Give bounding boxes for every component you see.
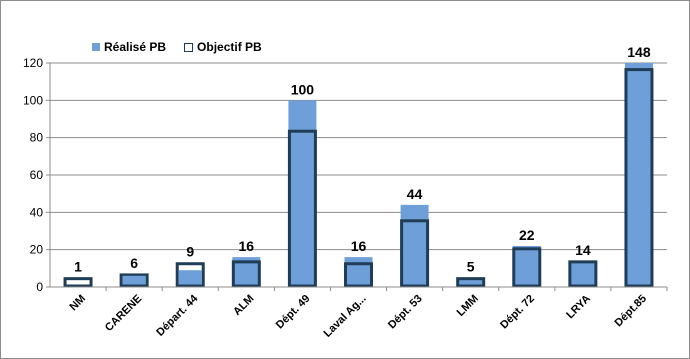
bar-realise-inner [178, 270, 202, 285]
legend-label-objectif: Objectif PB [197, 40, 262, 54]
data-label: 1 [74, 259, 82, 275]
bar-realise [624, 63, 653, 287]
y-tick-label: 100 [23, 93, 43, 107]
data-label: 5 [467, 259, 475, 275]
x-tick-label: ALM [231, 293, 256, 318]
data-label: 16 [351, 238, 367, 254]
data-label: 148 [627, 44, 651, 60]
legend-swatch-realise [92, 43, 100, 51]
bar-objectif [568, 260, 598, 288]
x-tick-label: Dépt. 72 [498, 293, 537, 332]
y-tick-label: 60 [30, 168, 44, 182]
y-tick-label: 40 [30, 205, 44, 219]
bar-objectif [400, 219, 430, 288]
x-tick-label: Laval Ag... [322, 293, 369, 340]
data-label: 100 [291, 81, 315, 97]
data-label: 16 [239, 238, 255, 254]
bar-realise-inner [122, 275, 146, 285]
y-tick-label: 20 [30, 243, 44, 257]
data-label: 14 [575, 242, 591, 258]
legend-swatch-objectif [184, 42, 194, 52]
x-tick-label: Dépt.85 [612, 293, 649, 330]
x-tick-label: CARENE [103, 293, 144, 334]
data-label: 9 [186, 244, 194, 260]
x-tick-label: Dépt. 53 [386, 293, 425, 332]
bar-objectif [287, 129, 317, 288]
y-tick-label: 120 [23, 56, 43, 70]
bar-realise [456, 277, 485, 287]
y-tick-label: 0 [36, 280, 43, 294]
bar-objectif [456, 277, 486, 288]
legend-item-realise: Réalisé PB [92, 40, 166, 54]
data-label: 22 [519, 227, 535, 243]
bar-realise [288, 100, 317, 287]
bar-objectif [344, 262, 373, 288]
legend-label-realise: Réalisé PB [104, 40, 167, 54]
x-tick-label: Dépt. 49 [274, 293, 313, 332]
bar-realise [400, 204, 429, 287]
bar-realise [512, 245, 541, 287]
x-tick-label: LMM [455, 293, 481, 319]
legend-item-objectif: Objectif PB [184, 40, 262, 54]
bar-realise [344, 257, 373, 287]
bar-realise [568, 260, 597, 287]
data-label: 6 [130, 255, 138, 271]
bar-objectif [231, 260, 261, 288]
x-tick-label: Départ. 44 [154, 292, 201, 339]
bar-objectif [624, 68, 654, 288]
bar-objectif [63, 277, 93, 288]
y-tick-label: 80 [30, 131, 44, 145]
data-label: 44 [407, 186, 423, 202]
bar-objectif [512, 247, 542, 288]
x-tick-label: LRYA [564, 293, 593, 322]
x-tick-label: NM [68, 293, 89, 314]
chart-legend: Réalisé PB Objectif PB [92, 40, 280, 54]
